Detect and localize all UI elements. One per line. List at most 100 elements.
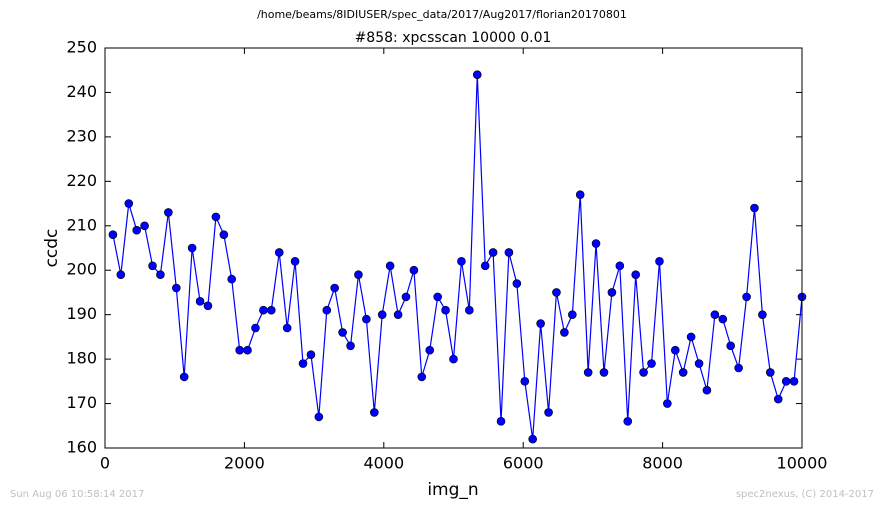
footer-credit: spec2nexus, (C) 2014-2017 (736, 489, 874, 500)
data-point (457, 257, 466, 266)
data-point (789, 377, 799, 386)
x-tick-label: 8000 (642, 454, 683, 473)
data-point (187, 243, 197, 253)
data-point (504, 248, 514, 257)
data-point (575, 190, 585, 199)
data-point (164, 208, 173, 217)
data-point (639, 368, 648, 377)
x-tick-label: 2000 (224, 454, 265, 473)
data-point (560, 328, 569, 337)
data-point (655, 257, 664, 266)
data-point (663, 399, 672, 408)
data-point (235, 345, 244, 355)
data-point (330, 283, 339, 293)
data-point (377, 310, 387, 319)
data-point (496, 417, 506, 426)
data-point (599, 368, 609, 377)
x-tick-label: 6000 (503, 454, 544, 473)
data-point (433, 292, 442, 302)
data-point (512, 279, 522, 288)
y-tick-label: 170 (66, 393, 97, 412)
x-axis-label: img_n (427, 480, 478, 500)
data-point (314, 412, 324, 422)
chart-title: #858: xpcsscan 10000 0.01 (355, 30, 552, 46)
y-tick-label: 210 (66, 215, 97, 234)
data-point (591, 239, 601, 248)
data-point (488, 248, 498, 257)
data-point (409, 265, 419, 275)
data-point (670, 345, 680, 355)
data-point (678, 368, 688, 377)
data-point (568, 310, 577, 319)
data-point (765, 368, 775, 377)
data-point (449, 354, 458, 364)
data-point (243, 345, 252, 355)
data-point (552, 288, 561, 297)
data-point (219, 230, 229, 239)
data-point (726, 341, 735, 351)
data-point (520, 377, 530, 386)
data-point (623, 417, 633, 426)
y-tick-label: 160 (66, 438, 97, 457)
x-tick-label: 10000 (777, 454, 828, 473)
suptitle: /home/beams/8IDIUSER/spec_data/2017/Aug2… (257, 8, 627, 21)
y-tick-label: 180 (66, 349, 97, 368)
data-point (108, 230, 118, 239)
footer-timestamp: Sun Aug 06 10:58:14 2017 (10, 489, 144, 500)
data-point (417, 372, 427, 382)
data-point (259, 305, 268, 315)
data-point (179, 372, 189, 382)
data-point (322, 305, 332, 315)
data-line (112, 74, 803, 440)
data-point (156, 270, 165, 279)
plot-frame (104, 47, 803, 449)
x-tick-label: 4000 (363, 454, 404, 473)
data-point (583, 368, 593, 377)
data-point (267, 305, 276, 315)
data-point (354, 270, 363, 279)
data-point (631, 270, 640, 279)
data-point (306, 350, 316, 359)
data-point (148, 261, 157, 271)
data-point (124, 199, 134, 208)
y-tick-label: 190 (66, 304, 97, 323)
data-point (615, 261, 625, 271)
data-point (536, 319, 545, 328)
data-point (251, 323, 260, 333)
data-point (686, 332, 696, 342)
data-point (734, 363, 743, 373)
data-point (647, 359, 656, 368)
data-point (528, 434, 537, 444)
data-point (441, 305, 450, 315)
data-point (773, 394, 783, 404)
data-point (298, 359, 308, 368)
data-point (401, 292, 411, 302)
data-point (425, 345, 435, 355)
data-point (694, 359, 704, 368)
data-point (338, 328, 347, 337)
data-point (607, 288, 617, 297)
y-tick-label: 240 (66, 82, 97, 101)
data-point (472, 70, 482, 79)
y-tick-label: 230 (66, 126, 97, 145)
data-point (211, 212, 221, 222)
data-point (346, 341, 355, 351)
data-point (172, 283, 181, 293)
data-point (465, 305, 474, 315)
data-point (227, 274, 237, 284)
data-point (710, 310, 720, 319)
data-point (282, 323, 292, 333)
data-point (274, 248, 284, 257)
data-point (718, 314, 728, 324)
data-point (370, 408, 379, 417)
data-point (140, 221, 149, 231)
y-tick-label: 220 (66, 171, 97, 190)
data-point (781, 377, 791, 386)
y-axis-label: ccdc (42, 229, 62, 268)
data-point (544, 408, 553, 417)
data-point (203, 301, 213, 311)
data-point (116, 270, 126, 279)
data-point (750, 203, 759, 213)
data-point (362, 314, 371, 324)
